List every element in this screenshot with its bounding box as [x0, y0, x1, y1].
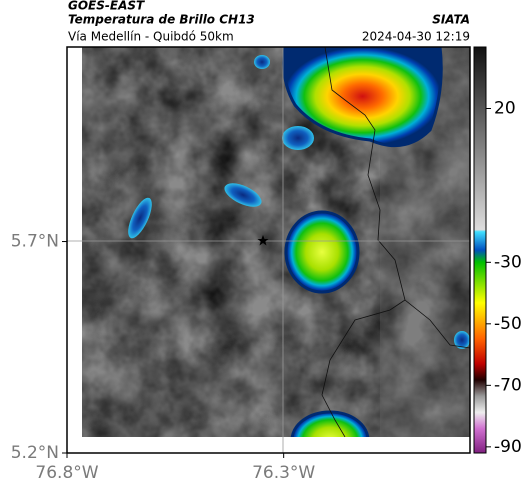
colorbar-tick-label: -70	[494, 375, 522, 395]
y-tick-label: 5.7°N	[11, 232, 59, 252]
ticks: 76.8°W 76.3°W 5.7°N 5.2°N 20 -30 -50 -70 -90	[11, 99, 522, 483]
map-frame	[66, 46, 471, 454]
datetime: 2024-04-30 12:19	[362, 30, 470, 44]
colorbar-tick-label: -30	[494, 252, 522, 272]
satellite-image	[82, 47, 470, 437]
colorbar-tick-label: -90	[494, 437, 522, 457]
colorbar	[473, 46, 487, 454]
location-marker	[257, 235, 269, 246]
x-tick-label: 76.3°W	[252, 463, 315, 483]
colorbar-tick-label: 20	[494, 99, 516, 119]
source: GOES-EAST	[68, 0, 145, 13]
subtitle: Vía Medellín - Quibdó 50km	[68, 30, 234, 44]
org: SIATA	[432, 13, 470, 27]
x-tick-label: 76.8°W	[35, 463, 98, 483]
y-tick-label: 5.2°N	[11, 443, 59, 463]
title: Temperatura de Brillo CH13	[68, 13, 255, 27]
colorbar-tick-label: -50	[494, 314, 522, 334]
